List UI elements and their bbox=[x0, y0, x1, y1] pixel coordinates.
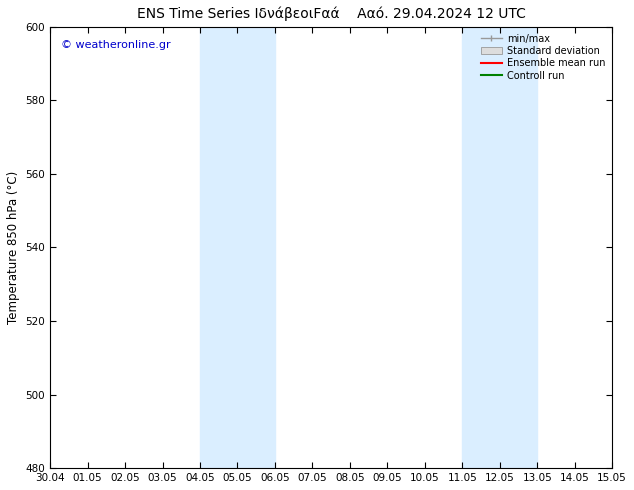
Bar bbox=[200, 27, 275, 468]
Y-axis label: Temperature 850 hPa (°C): Temperature 850 hPa (°C) bbox=[7, 171, 20, 324]
Bar bbox=[462, 27, 537, 468]
Legend: min/max, Standard deviation, Ensemble mean run, Controll run: min/max, Standard deviation, Ensemble me… bbox=[479, 32, 607, 83]
Text: © weatheronline.gr: © weatheronline.gr bbox=[61, 40, 171, 50]
Title: ENS Time Series ΙδνάβεοιϜαά    Ααό. 29.04.2024 12 UTC: ENS Time Series ΙδνάβεοιϜαά Ααό. 29.04.2… bbox=[137, 7, 526, 22]
